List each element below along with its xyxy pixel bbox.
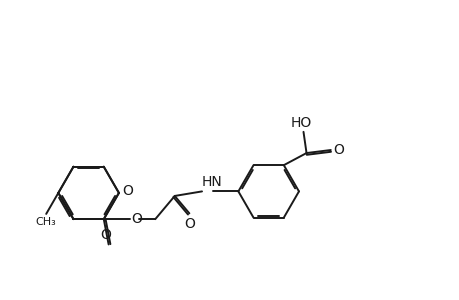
Text: O: O: [122, 184, 133, 198]
Text: O: O: [184, 218, 194, 231]
Text: HO: HO: [290, 116, 311, 130]
Text: O: O: [131, 212, 142, 226]
Text: O: O: [101, 228, 111, 242]
Text: HN: HN: [202, 176, 222, 189]
Text: CH₃: CH₃: [36, 217, 56, 227]
Text: O: O: [332, 143, 343, 157]
